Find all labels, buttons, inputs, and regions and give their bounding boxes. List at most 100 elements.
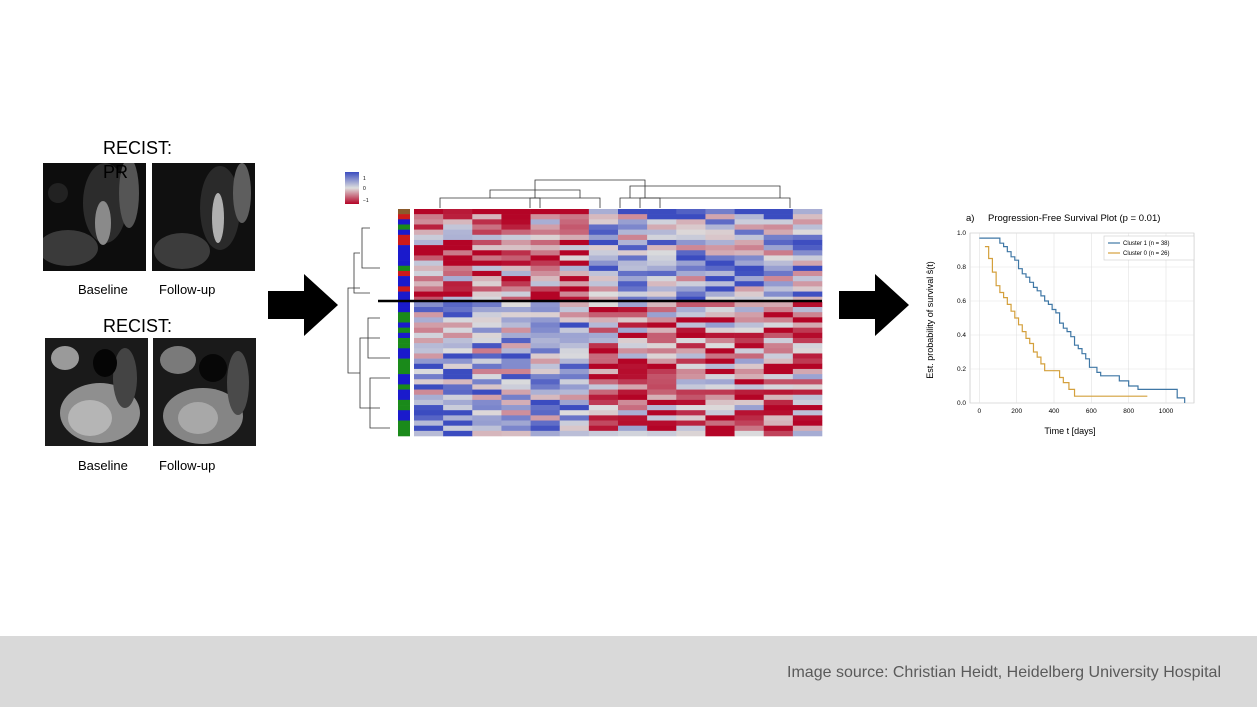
heatmap-cell — [647, 276, 677, 282]
heatmap-cell — [734, 425, 765, 432]
heatmap-cell — [443, 337, 473, 344]
heatmap-cell — [792, 389, 823, 396]
heatmap-cell — [559, 317, 590, 323]
heatmap-cell — [734, 229, 765, 236]
row-annotation-cell — [398, 219, 410, 225]
heatmap-cell — [734, 343, 765, 349]
heatmap-cell — [501, 337, 531, 344]
heatmap-cell — [472, 219, 502, 225]
heatmap-cell — [559, 353, 590, 359]
row-annotation-cell — [398, 358, 410, 365]
heatmap-cell — [559, 379, 590, 385]
heatmap-cell — [618, 358, 648, 365]
heatmap-cell — [443, 286, 473, 292]
heatmap-cell — [443, 265, 473, 272]
heatmap-cell — [792, 363, 823, 370]
heatmap-cell — [588, 368, 619, 375]
heatmap-cell — [734, 374, 765, 380]
heatmap-cell — [734, 430, 765, 437]
heatmap-cell — [501, 234, 531, 241]
heatmap-cell — [647, 214, 677, 220]
heatmap-cell — [763, 214, 794, 220]
heatmap-cell — [618, 301, 648, 308]
heatmap-cell — [705, 405, 735, 411]
heatmap-cell — [559, 291, 590, 298]
heatmap-cell — [588, 358, 619, 365]
heatmap-cell — [792, 358, 823, 365]
heatmap-graphic: 1 0 −1 — [345, 172, 823, 437]
heatmap-cell — [530, 255, 561, 261]
heatmap-cell — [530, 270, 561, 277]
heatmap-cell — [530, 317, 561, 323]
heatmap-cell — [414, 384, 444, 390]
heatmap-cell — [472, 368, 502, 375]
heatmap-cell — [472, 214, 502, 220]
heatmap-cell — [530, 425, 561, 432]
heatmap-cell — [763, 399, 794, 406]
row-dendrogram — [347, 227, 390, 429]
heatmap-cell — [501, 239, 531, 246]
heatmap-cell — [618, 337, 648, 344]
heatmap-cell — [676, 214, 706, 220]
x-tick-label: 0 — [978, 408, 982, 415]
heatmap-cell — [647, 265, 677, 272]
heatmap-cell — [647, 368, 677, 375]
heatmap-cell — [792, 322, 823, 328]
heatmap-cell — [588, 399, 619, 406]
heatmap-cell — [618, 224, 648, 230]
heatmap-cell — [647, 410, 677, 416]
heatmap-cell — [618, 250, 648, 256]
heatmap-cell — [530, 368, 561, 375]
heatmap-cell — [588, 276, 619, 282]
heatmap-cell — [588, 415, 619, 421]
heatmap-cell — [734, 301, 765, 308]
heatmap-cell — [647, 260, 677, 267]
heatmap-cell — [647, 374, 677, 380]
heatmap-cell — [443, 374, 473, 380]
heatmap-cell — [530, 250, 561, 256]
heatmap-cell — [443, 353, 473, 359]
heatmap-cell — [705, 368, 735, 375]
heatmap-cell — [676, 430, 706, 437]
heatmap-cell — [443, 301, 473, 308]
heatmap-cell — [501, 430, 531, 437]
heatmap-cell — [588, 363, 619, 370]
heatmap-cell — [647, 420, 677, 426]
x-axis-label: Time t [days] — [1044, 426, 1095, 436]
heatmap-cell — [588, 343, 619, 349]
heatmap-cell — [588, 214, 619, 220]
heatmap-cell — [443, 430, 473, 437]
heatmap-cell — [501, 410, 531, 416]
row-annotation-cell — [398, 255, 410, 261]
heatmap-cell — [734, 286, 765, 292]
heatmap-cell — [734, 250, 765, 256]
y-axis-label: Est. probability of survival ŝ(t) — [925, 261, 935, 379]
heatmap-cell — [647, 312, 677, 318]
heatmap-cell — [588, 265, 619, 272]
row-annotation-cell — [398, 301, 410, 308]
heatmap-cell — [647, 343, 677, 349]
heatmap-cell — [763, 405, 794, 411]
heatmap-cell — [530, 296, 561, 303]
heatmap-cell — [414, 327, 444, 334]
heatmap-cell — [472, 301, 502, 308]
heatmap-cell — [734, 281, 765, 287]
heatmap-cell — [763, 374, 794, 380]
plot-title: Progression-Free Survival Plot (p = 0.01… — [988, 213, 1160, 224]
heatmap-cell — [472, 358, 502, 365]
colorbar-label-mid: 0 — [363, 186, 366, 192]
heatmap-cell — [588, 337, 619, 344]
heatmap-cell — [734, 317, 765, 323]
heatmap-cell — [472, 420, 502, 426]
heatmap-cell — [559, 384, 590, 390]
heatmap-cell — [676, 301, 706, 308]
heatmap-cell — [763, 209, 794, 215]
heatmap-cell — [647, 358, 677, 365]
heatmap-cell — [530, 384, 561, 390]
heatmap-cell — [501, 384, 531, 390]
heatmap-cell — [705, 265, 735, 272]
heatmap-cell — [530, 239, 561, 246]
heatmap-cell — [530, 353, 561, 359]
heatmap-cell — [792, 348, 823, 354]
heatmap-cell — [792, 415, 823, 421]
